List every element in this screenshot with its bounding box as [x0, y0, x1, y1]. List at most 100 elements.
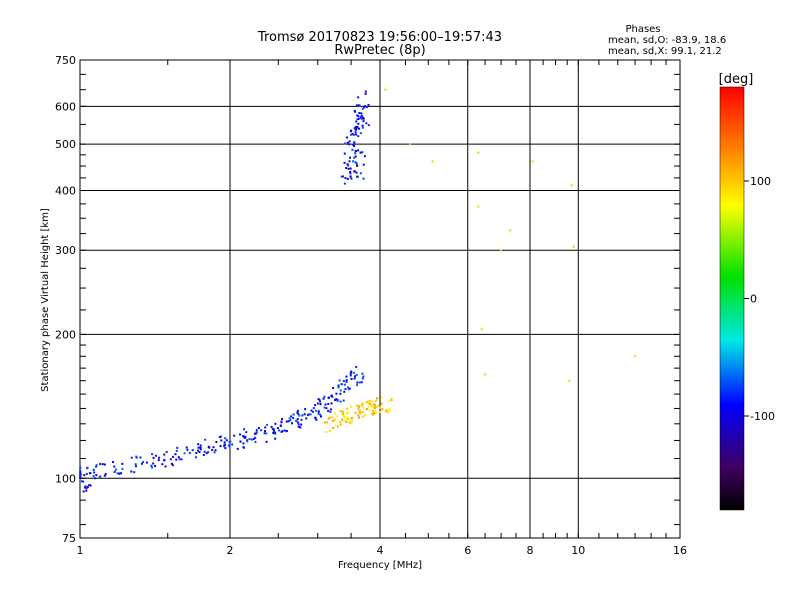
echo-point — [477, 205, 480, 208]
y-tick-label: 600 — [55, 100, 76, 113]
echo-point — [390, 397, 393, 400]
echo-point — [79, 466, 82, 469]
echo-point — [348, 140, 351, 143]
echo-point — [357, 407, 360, 410]
echo-point — [347, 388, 350, 391]
echo-point — [339, 392, 342, 395]
echo-point — [309, 413, 312, 416]
echo-point — [367, 406, 370, 409]
echo-point — [376, 397, 379, 400]
echo-point — [163, 453, 166, 456]
echo-point — [189, 452, 192, 455]
echo-point — [362, 163, 365, 166]
echo-point — [375, 405, 378, 408]
echo-point — [274, 422, 277, 425]
echo-point — [254, 436, 257, 439]
echo-point — [254, 440, 257, 443]
echo-point — [354, 131, 357, 134]
echo-point — [353, 156, 356, 159]
echo-point — [363, 105, 366, 108]
echo-point — [92, 475, 95, 478]
echo-point — [378, 411, 381, 414]
chart-subtitle: RwPretec (8p) — [334, 43, 425, 58]
echo-point — [353, 141, 356, 144]
echo-point — [208, 446, 211, 449]
echo-point — [374, 399, 377, 402]
echo-point — [151, 466, 154, 469]
echo-point — [242, 435, 245, 438]
echo-point — [104, 473, 107, 476]
echo-point — [219, 445, 222, 448]
echo-point — [239, 440, 242, 443]
echo-point — [361, 372, 364, 375]
echo-point — [345, 420, 348, 423]
y-tick-label: 200 — [55, 328, 76, 341]
echo-point — [139, 456, 142, 459]
echo-point — [79, 472, 82, 475]
echo-point — [215, 441, 218, 444]
echo-point — [305, 417, 308, 420]
echo-point — [354, 375, 357, 378]
echo-point — [355, 365, 358, 368]
echo-point — [390, 398, 393, 401]
echo-point — [320, 415, 323, 418]
echo-point — [270, 425, 273, 428]
colorbar-tick-label: 0 — [750, 293, 757, 306]
echo-point — [130, 470, 133, 473]
y-tick-label: 750 — [55, 54, 76, 67]
echo-point — [356, 125, 359, 128]
echo-point — [88, 484, 91, 487]
echo-point — [326, 421, 329, 424]
echo-point — [347, 167, 350, 170]
echo-point — [292, 417, 295, 420]
echo-point — [292, 413, 295, 416]
echo-point — [79, 476, 82, 479]
echo-point — [113, 465, 116, 468]
colorbar-label: [deg] — [719, 72, 754, 87]
echo-point — [341, 412, 344, 415]
echo-point — [81, 480, 84, 483]
echo-point — [354, 152, 357, 155]
echo-point — [171, 464, 174, 467]
echo-point — [296, 418, 299, 421]
echo-point — [346, 386, 349, 389]
echo-point — [279, 424, 282, 427]
echo-point — [314, 417, 317, 420]
echo-point — [368, 399, 371, 402]
echo-point — [165, 451, 168, 454]
echo-point — [228, 440, 231, 443]
echo-point — [330, 402, 333, 405]
echo-point — [349, 372, 352, 375]
echo-point — [374, 409, 377, 412]
echo-point — [116, 472, 119, 475]
echo-point — [356, 118, 359, 121]
echo-point — [290, 415, 293, 418]
echo-point — [157, 459, 160, 462]
echo-point — [359, 151, 362, 154]
echo-point — [380, 402, 383, 405]
echo-point — [336, 399, 339, 402]
echo-point — [353, 170, 356, 173]
echo-point — [350, 405, 353, 408]
echo-point — [95, 464, 98, 467]
stats-heading: Phases — [625, 24, 660, 35]
echo-point — [354, 149, 357, 152]
echo-point — [361, 405, 364, 408]
echo-point — [345, 379, 348, 382]
echo-point — [94, 477, 97, 480]
echo-point — [338, 379, 341, 382]
echo-point — [368, 409, 371, 412]
echo-point — [280, 421, 283, 424]
echo-point — [355, 373, 358, 376]
echo-point — [212, 446, 215, 449]
echo-point — [343, 416, 346, 419]
echo-point — [357, 117, 360, 120]
echo-point — [274, 437, 277, 440]
echo-point — [220, 439, 223, 442]
echo-point — [331, 416, 334, 419]
echo-point — [263, 432, 266, 435]
echo-point — [265, 440, 268, 443]
echo-point — [352, 144, 355, 147]
echo-point — [354, 411, 357, 414]
echo-point — [343, 390, 346, 393]
